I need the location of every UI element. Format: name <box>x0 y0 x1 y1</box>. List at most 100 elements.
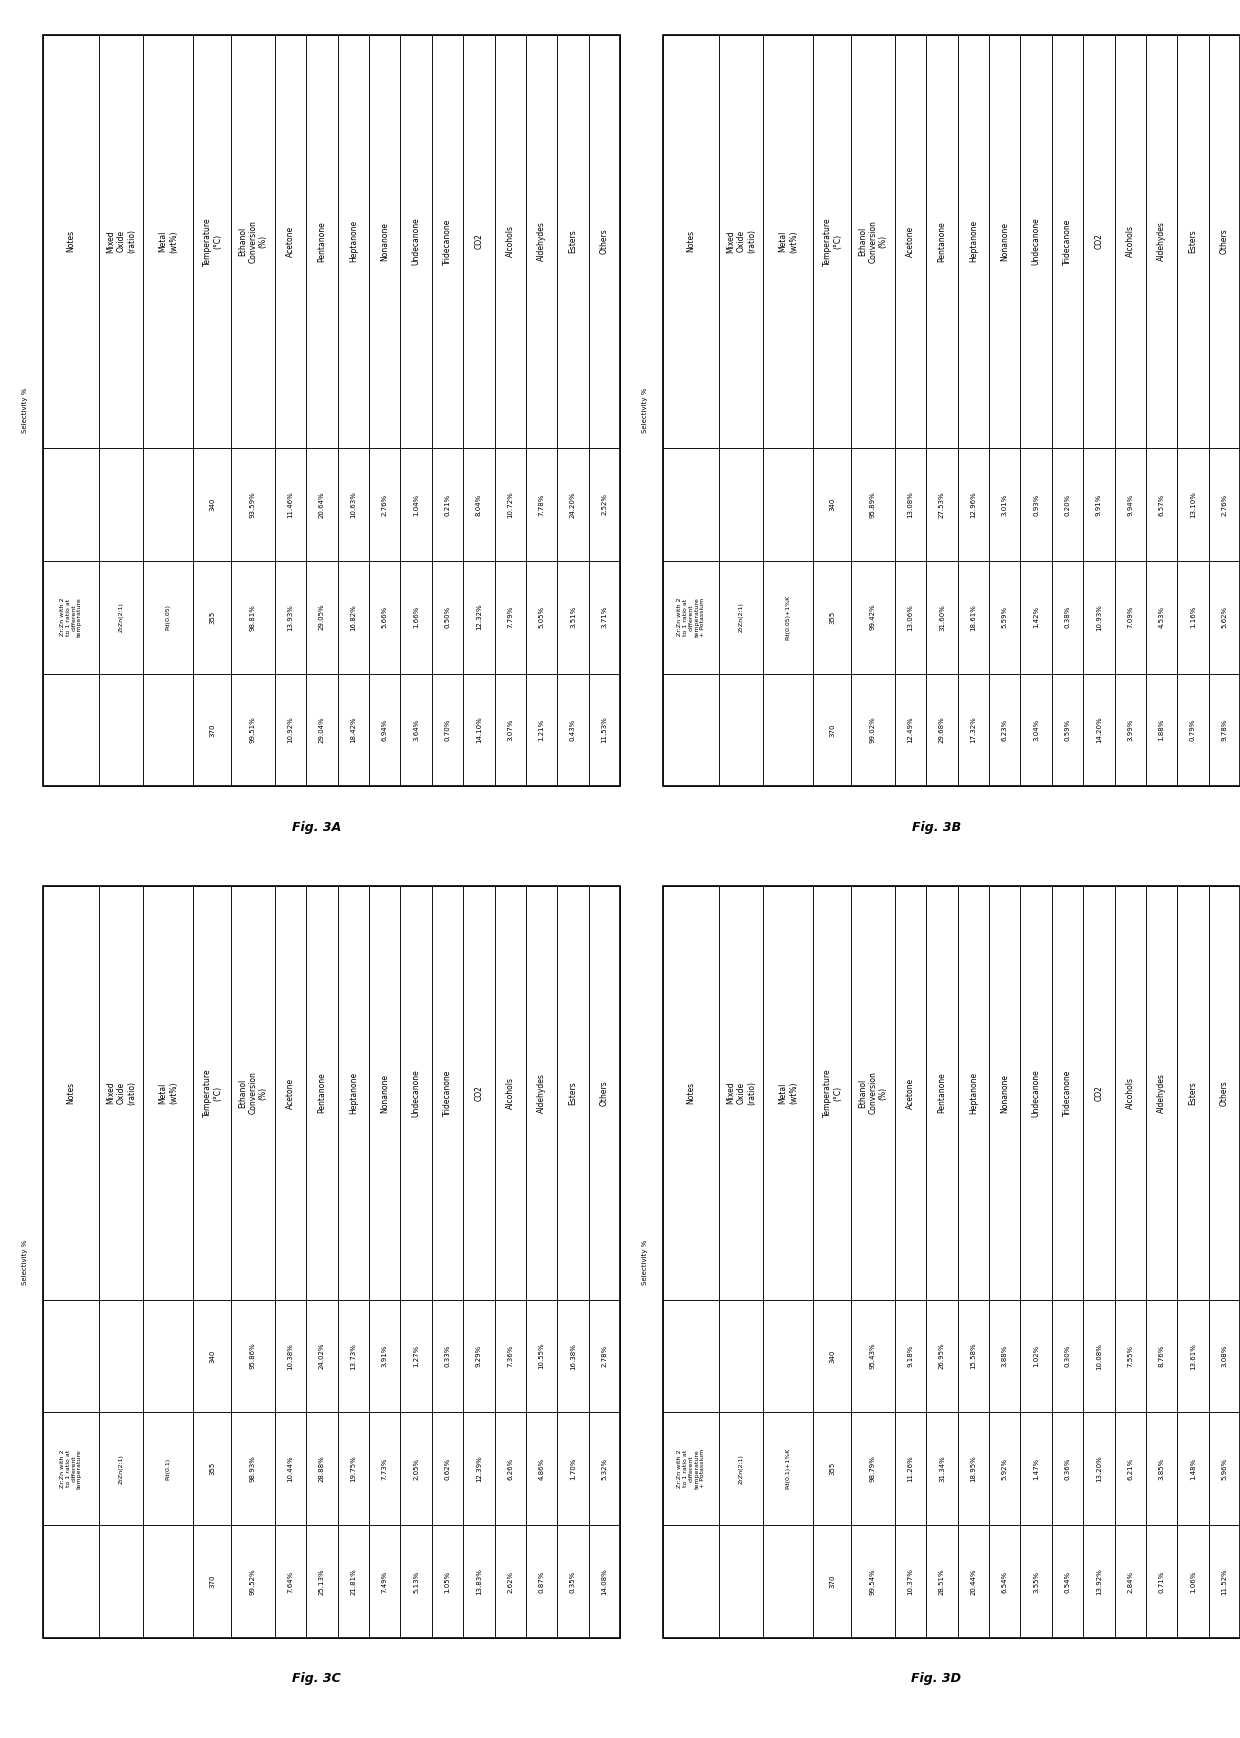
Text: 7.78%: 7.78% <box>538 494 544 516</box>
Bar <box>990 886 1021 1300</box>
Text: 9.91%: 9.91% <box>1096 494 1102 516</box>
Text: 13.08%: 13.08% <box>908 492 914 518</box>
Text: 13.61%: 13.61% <box>1190 1343 1195 1370</box>
Bar <box>813 674 851 786</box>
Text: 1.48%: 1.48% <box>1190 1458 1195 1481</box>
Text: Esters: Esters <box>568 1081 578 1105</box>
Text: Tridecanone: Tridecanone <box>1063 219 1071 264</box>
Bar <box>193 448 231 561</box>
Bar <box>99 1413 143 1526</box>
Text: Aldehydes: Aldehydes <box>1157 221 1166 261</box>
Bar <box>42 1413 99 1526</box>
Bar <box>275 561 306 674</box>
Bar <box>1021 1413 1052 1526</box>
Bar <box>1115 1300 1146 1413</box>
Text: 16.82%: 16.82% <box>351 603 356 631</box>
Text: 6.94%: 6.94% <box>382 720 388 740</box>
Bar <box>719 1300 763 1413</box>
Text: 7.36%: 7.36% <box>507 1345 513 1368</box>
Bar <box>719 1526 763 1637</box>
Bar <box>763 1300 813 1413</box>
Text: 6.21%: 6.21% <box>1127 1458 1133 1481</box>
Bar <box>990 448 1021 561</box>
Bar <box>370 886 401 1300</box>
Bar <box>464 561 495 674</box>
Bar <box>895 674 926 786</box>
Text: 10.93%: 10.93% <box>1096 603 1102 631</box>
Text: 7.73%: 7.73% <box>382 1458 388 1481</box>
Bar <box>526 448 557 561</box>
Bar <box>851 674 895 786</box>
Text: 0.43%: 0.43% <box>570 720 575 740</box>
Text: 7.55%: 7.55% <box>1127 1345 1133 1368</box>
Text: 3.85%: 3.85% <box>1158 1458 1164 1481</box>
Text: 98.93%: 98.93% <box>250 1455 255 1483</box>
Text: 95.89%: 95.89% <box>870 492 875 518</box>
Text: Esters: Esters <box>1188 1081 1198 1105</box>
Bar <box>1146 448 1177 561</box>
Bar <box>193 1526 231 1637</box>
Bar <box>990 674 1021 786</box>
Text: Mixed
Oxide
(ratio): Mixed Oxide (ratio) <box>107 229 136 254</box>
Bar <box>370 674 401 786</box>
Text: Pd(0.1)+1%K: Pd(0.1)+1%K <box>786 1448 791 1489</box>
Text: Undecanone: Undecanone <box>412 1069 420 1118</box>
Bar <box>370 1413 401 1526</box>
Text: 9.18%: 9.18% <box>908 1345 914 1368</box>
Bar <box>926 886 957 1300</box>
Text: 11.46%: 11.46% <box>288 492 294 518</box>
Text: 355: 355 <box>830 610 836 624</box>
Text: Notes: Notes <box>687 1083 696 1104</box>
Text: Others: Others <box>600 229 609 254</box>
Text: 4.86%: 4.86% <box>538 1458 544 1481</box>
Text: 3.55%: 3.55% <box>1033 1571 1039 1592</box>
Bar <box>432 35 464 448</box>
Text: Pentanone: Pentanone <box>937 1072 946 1114</box>
Text: Pd(0.1): Pd(0.1) <box>166 1458 171 1479</box>
Bar <box>1177 1413 1209 1526</box>
Bar <box>143 886 193 1300</box>
Bar <box>306 35 337 448</box>
Text: 9.94%: 9.94% <box>1127 494 1133 516</box>
Bar <box>401 448 432 561</box>
Text: 0.71%: 0.71% <box>1158 1571 1164 1592</box>
Bar <box>1177 35 1209 448</box>
Text: 9.29%: 9.29% <box>476 1345 482 1368</box>
Bar <box>557 1413 589 1526</box>
Text: 13.92%: 13.92% <box>1096 1568 1102 1595</box>
Text: ZrZn(2:1): ZrZn(2:1) <box>739 1455 744 1484</box>
Bar <box>926 448 957 561</box>
Text: 0.36%: 0.36% <box>1064 1458 1070 1481</box>
Text: 0.54%: 0.54% <box>1064 1571 1070 1592</box>
Text: 10.44%: 10.44% <box>288 1455 294 1483</box>
Bar <box>337 674 370 786</box>
Text: 10.08%: 10.08% <box>1096 1343 1102 1370</box>
Bar <box>306 1413 337 1526</box>
Bar <box>1115 1526 1146 1637</box>
Bar <box>957 448 990 561</box>
Text: Alcohols: Alcohols <box>506 1078 515 1109</box>
Bar <box>719 35 763 448</box>
Text: 93.59%: 93.59% <box>250 492 255 518</box>
Text: Zr:Zn with 2
to 1 ratio at
different
temperature
+ Potassium: Zr:Zn with 2 to 1 ratio at different tem… <box>677 1449 706 1489</box>
Bar <box>851 561 895 674</box>
Bar <box>42 886 99 1300</box>
Text: 10.55%: 10.55% <box>538 1343 544 1370</box>
Text: 340: 340 <box>830 497 836 511</box>
Text: 5.13%: 5.13% <box>413 1571 419 1592</box>
Text: Others: Others <box>600 1081 609 1105</box>
Text: 3.08%: 3.08% <box>1221 1345 1228 1368</box>
Bar <box>526 886 557 1300</box>
Bar <box>990 35 1021 448</box>
Bar <box>432 674 464 786</box>
Text: 5.59%: 5.59% <box>1002 607 1008 627</box>
Bar <box>662 674 719 786</box>
Bar <box>763 674 813 786</box>
Text: 0.20%: 0.20% <box>1064 494 1070 516</box>
Text: Esters: Esters <box>568 229 578 254</box>
Bar <box>957 561 990 674</box>
Text: 29.68%: 29.68% <box>939 716 945 744</box>
Text: Aldehydes: Aldehydes <box>537 1072 546 1112</box>
Bar <box>719 1413 763 1526</box>
Bar <box>589 1526 620 1637</box>
